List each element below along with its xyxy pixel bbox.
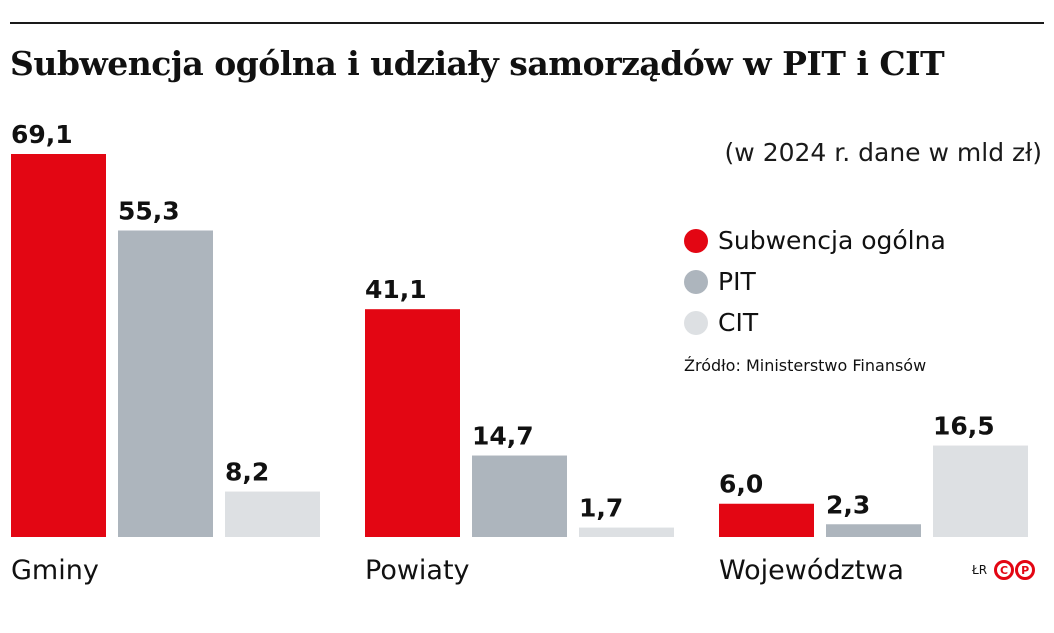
legend-swatch-subwencja [684, 228, 708, 253]
value-label-pit-2: 2,3 [826, 490, 870, 519]
value-label-cit-0: 8,2 [225, 458, 269, 487]
top-rule [10, 22, 1044, 24]
category-label-2: Województwa [719, 555, 904, 586]
legend-item-cit: CIT [684, 302, 946, 343]
bar-subwencja-2 [719, 503, 814, 537]
legend: Subwencja ogólna PIT CIT [684, 220, 946, 343]
bar-cit-1 [579, 527, 674, 537]
bar-cit-0 [225, 491, 320, 537]
legend-label-subwencja: Subwencja ogólna [718, 226, 946, 255]
bar-pit-2 [826, 524, 921, 537]
credit: ŁR C P [972, 560, 1036, 580]
bar-pit-1 [472, 455, 567, 537]
value-label-subwencja-2: 6,0 [719, 470, 763, 499]
logo-letter-p: P [1015, 560, 1036, 580]
chart-title: Subwencja ogólna i udziały samorządów w … [10, 44, 945, 83]
legend-label-cit: CIT [718, 308, 759, 337]
bar-pit-0 [118, 230, 213, 538]
value-label-subwencja-1: 41,1 [365, 275, 427, 304]
value-label-cit-2: 16,5 [933, 412, 995, 441]
legend-item-subwencja: Subwencja ogólna [684, 220, 946, 261]
category-label-0: Gminy [11, 555, 99, 586]
chart-subtitle: (w 2024 r. dane w mld zł) [724, 138, 1042, 167]
legend-label-pit: PIT [718, 267, 756, 296]
legend-swatch-cit [684, 310, 708, 335]
legend-item-pit: PIT [684, 261, 946, 302]
logo-letter-c: C [994, 560, 1015, 580]
legend-swatch-pit [684, 269, 708, 294]
value-label-pit-1: 14,7 [472, 422, 534, 451]
value-label-cit-1: 1,7 [579, 494, 623, 523]
bar-subwencja-1 [365, 309, 460, 537]
bar-cit-2 [933, 445, 1028, 537]
category-label-1: Powiaty [365, 555, 470, 586]
value-label-pit-0: 55,3 [118, 196, 180, 225]
value-label-subwencja-0: 69,1 [11, 120, 73, 149]
source-note: Źródło: Ministerstwo Finansów [684, 356, 927, 375]
copyright-logo-icon: C P [993, 560, 1036, 580]
credit-initials: ŁR [972, 563, 988, 577]
bar-subwencja-0 [11, 154, 106, 537]
